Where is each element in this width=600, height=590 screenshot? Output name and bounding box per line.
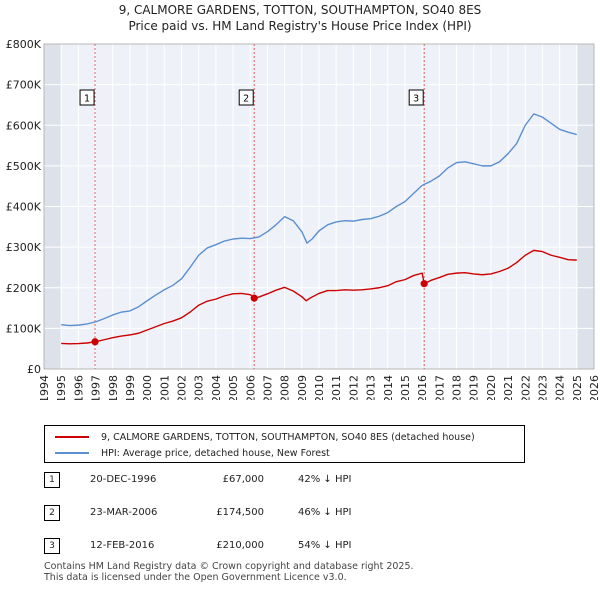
sale-label-box [408, 89, 424, 106]
footer-license: This data is licensed under the Open Gov… [44, 572, 347, 583]
x-tick-label: 2009 [296, 375, 309, 400]
y-tick-label: £100K [6, 322, 42, 335]
sale-marker [91, 338, 99, 346]
sale-price: £67,000 [222, 474, 264, 485]
legend-item-hpi: HPI: Average price, detached house, New … [55, 446, 330, 460]
x-tick-label: 2018 [451, 375, 464, 400]
hpi-series-line [61, 113, 578, 327]
y-tick-label: £300K [6, 241, 42, 254]
legend-label-hpi: HPI: Average price, detached house, New … [101, 447, 330, 459]
sale-label-box [79, 89, 95, 106]
x-tick-label: 2011 [330, 375, 343, 400]
x-tick-label: 1995 [55, 375, 68, 400]
price-chart: 1 2 3 £0 £100K £200K £300K £400K £500K £600K £700… [6, 38, 600, 400]
y-axis: £0 £100K £200K £300K £400K £500K £600K £700K £80… [6, 38, 42, 376]
legend-swatch-property [55, 436, 89, 438]
x-tick-label: 2020 [485, 375, 498, 400]
sale-label-text: 3 [413, 94, 419, 105]
x-tick-label: 2017 [433, 375, 446, 400]
sale-row: 3 12-FEB-2016 £210,000 54% ↓ HPI [44, 536, 444, 556]
legend-label-property: 9, CALMORE GARDENS, TOTTON, SOUTHAMPTON,… [101, 431, 475, 443]
x-tick-label: 2001 [158, 375, 171, 400]
sale-date: 23-MAR-2006 [90, 507, 158, 518]
property-series-line [61, 249, 577, 345]
x-tick-label: 2026 [588, 375, 600, 400]
y-tick-label: £700K [6, 79, 42, 92]
sale-row: 2 23-MAR-2006 £174,500 46% ↓ HPI [44, 503, 444, 523]
x-tick-label: 2004 [210, 375, 223, 400]
x-tick-label: 2014 [382, 375, 395, 400]
y-tick-label: £500K [6, 160, 42, 173]
x-tick-label: 2012 [347, 375, 360, 400]
y-tick-label: £0 [27, 363, 41, 376]
sale-markers [91, 280, 428, 346]
sale-hpi-diff: 46% ↓ HPI [298, 507, 352, 518]
x-tick-label: 2005 [227, 375, 240, 400]
x-tick-label: 1997 [90, 375, 103, 400]
sale-price: £174,500 [216, 507, 264, 518]
legend-item-property: 9, CALMORE GARDENS, TOTTON, SOUTHAMPTON,… [55, 430, 475, 444]
sale-row: 1 20-DEC-1996 £67,000 42% ↓ HPI [44, 470, 444, 490]
x-tick-label: 2010 [313, 375, 326, 400]
sale-number-badge: 1 [44, 472, 60, 488]
chart-title-line2: Price paid vs. HM Land Registry's House … [128, 19, 472, 33]
footer-copyright: Contains HM Land Registry data © Crown c… [44, 561, 414, 572]
sale-number-badge: 3 [44, 538, 60, 554]
x-tick-label: 2008 [279, 375, 292, 400]
sale-marker [420, 280, 428, 288]
x-tick-label: 1999 [124, 375, 137, 400]
sale-hpi-diff: 42% ↓ HPI [298, 474, 352, 485]
y-tick-label: £600K [6, 119, 42, 132]
x-tick-label: 2007 [261, 375, 274, 400]
x-tick-label: 2022 [519, 375, 532, 400]
sale-label-text: 2 [243, 94, 249, 105]
x-tick-label: 2023 [536, 375, 549, 400]
plot-frame [43, 43, 595, 370]
x-tick-label: 2016 [416, 375, 429, 400]
sale-price: £210,000 [216, 540, 264, 551]
sale-date: 12-FEB-2016 [90, 540, 155, 551]
y-tick-label: £800K [6, 38, 42, 51]
sale-number-badge: 2 [44, 505, 60, 521]
sale-labels: 1 2 3 [79, 89, 424, 106]
x-axis: 1994 1995 1996 1997 1998 1999 2000 2001 2002 2003… [38, 375, 600, 400]
legend: 9, CALMORE GARDENS, TOTTON, SOUTHAMPTON,… [44, 425, 525, 463]
sale-label-text: 1 [84, 94, 90, 105]
x-tick-label: 2006 [244, 375, 257, 400]
x-tick-label: 2021 [502, 375, 515, 400]
sale-marker [250, 294, 258, 302]
legend-swatch-hpi [55, 452, 89, 454]
x-tick-label: 1996 [72, 375, 85, 400]
x-tick-label: 2002 [176, 375, 189, 400]
sale-label-box [238, 89, 254, 106]
y-tick-label: £200K [6, 282, 42, 295]
x-tick-label: 2000 [141, 375, 154, 400]
footer: Contains HM Land Registry data © Crown c… [44, 561, 414, 583]
x-tick-label: 1994 [38, 375, 51, 400]
chart-title-line1: 9, CALMORE GARDENS, TOTTON, SOUTHAMPTON,… [118, 3, 482, 17]
sale-date: 20-DEC-1996 [90, 474, 157, 485]
x-tick-label: 2019 [468, 375, 481, 400]
x-tick-label: 2013 [365, 375, 378, 400]
chart-title: 9, CALMORE GARDENS, TOTTON, SOUTHAMPTON,… [0, 2, 600, 34]
x-tick-label: 2025 [571, 375, 584, 400]
y-tick-label: £400K [6, 201, 42, 214]
x-tick-label: 1998 [107, 375, 120, 400]
sale-hpi-diff: 54% ↓ HPI [298, 540, 352, 551]
series-lines [61, 113, 578, 345]
x-tick-label: 2015 [399, 375, 412, 400]
x-tick-label: 2024 [554, 375, 567, 400]
x-tick-label: 2003 [193, 375, 206, 400]
